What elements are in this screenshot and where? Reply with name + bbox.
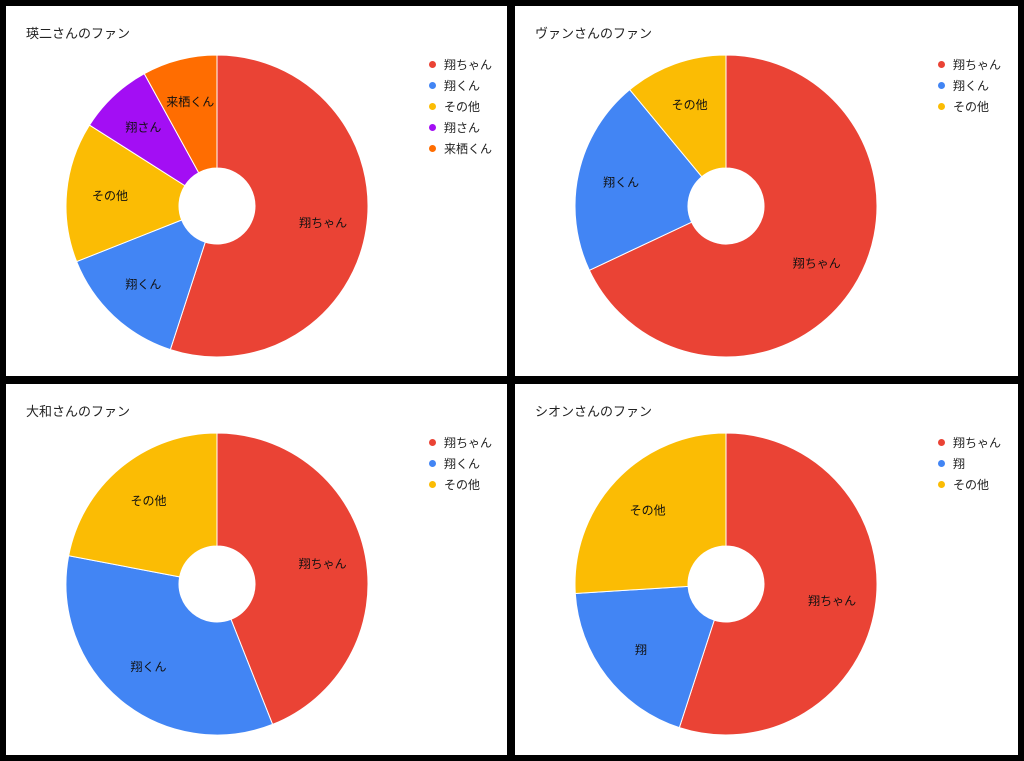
legend-label: 翔 — [953, 457, 966, 471]
legend-swatch — [429, 61, 436, 68]
legend-swatch — [938, 460, 945, 467]
legend-item: 翔ちゃん — [429, 432, 492, 453]
legend-item: その他 — [429, 96, 492, 117]
legend-item: 翔 — [938, 453, 1001, 474]
donut-slice — [629, 54, 727, 178]
chart-panel-van: ヴァンさんのファン 翔ちゃん 翔くん その他 翔ちゃん 翔くん その他 — [515, 6, 1018, 376]
legend-label: 翔くん — [444, 79, 481, 93]
donut-slice — [574, 585, 715, 729]
donut-slice — [588, 54, 878, 358]
slice-label: 翔ちゃん — [299, 557, 347, 571]
legend-swatch — [429, 460, 436, 467]
donut-slice — [143, 54, 218, 174]
slice-label: 翔くん — [130, 660, 166, 674]
slice-label: 翔 — [635, 643, 647, 657]
legend-label: その他 — [953, 478, 990, 492]
legend-item: 翔ちゃん — [938, 432, 1001, 453]
chart-title: シオンさんのファン — [535, 405, 653, 420]
legend-swatch — [938, 103, 945, 110]
donut-slice — [574, 88, 703, 271]
donut-slice — [65, 555, 274, 736]
legend-swatch — [429, 103, 436, 110]
legend-label: 来栖くん — [444, 142, 493, 156]
legend-label: 翔ちゃん — [953, 436, 1002, 450]
donut-slice — [574, 432, 727, 595]
donut-slice — [169, 54, 369, 358]
slice-label: 翔さん — [125, 121, 161, 135]
legend-swatch — [938, 61, 945, 68]
donut-chart: 翔ちゃん 翔くん その他 — [574, 54, 878, 358]
legend-item: その他 — [938, 474, 1001, 495]
legend-label: その他 — [444, 478, 481, 492]
chart-title: 大和さんのファン — [26, 405, 131, 420]
donut-slice — [65, 124, 186, 263]
legend-swatch — [429, 439, 436, 446]
chart-legend: 翔ちゃん翔くんその他翔さん来栖くん — [429, 54, 492, 159]
legend-swatch — [429, 481, 436, 488]
legend-label: その他 — [953, 100, 990, 114]
legend-swatch — [429, 145, 436, 152]
legend-label: 翔ちゃん — [444, 58, 493, 72]
legend-swatch — [429, 82, 436, 89]
slice-label: その他 — [92, 189, 128, 203]
legend-item: 翔くん — [429, 75, 492, 96]
chart-legend: 翔ちゃん翔その他 — [938, 432, 1001, 495]
slice-label: その他 — [672, 98, 708, 112]
chart-title: ヴァンさんのファン — [535, 27, 653, 42]
donut-slice — [75, 219, 206, 351]
slice-label: 来栖くん — [166, 94, 214, 109]
slice-label: 翔くん — [125, 277, 161, 291]
slice-label: 翔ちゃん — [808, 594, 856, 608]
legend-label: 翔くん — [444, 457, 481, 471]
legend-label: 翔ちゃん — [953, 58, 1002, 72]
slice-label: 翔くん — [603, 176, 639, 190]
legend-item: 翔ちゃん — [429, 54, 492, 75]
legend-label: 翔さん — [444, 121, 481, 135]
legend-item: 翔くん — [429, 453, 492, 474]
slice-label: その他 — [630, 503, 666, 517]
chart-panel-shion: シオンさんのファン 翔ちゃん翔その他 翔ちゃん翔その他 — [515, 384, 1018, 755]
slice-label: 翔ちゃん — [299, 216, 347, 230]
chart-legend: 翔ちゃん翔くんその他 — [938, 54, 1001, 117]
legend-item: 翔さん — [429, 117, 492, 138]
chart-legend: 翔ちゃん翔くんその他 — [429, 432, 492, 495]
legend-swatch — [938, 481, 945, 488]
slice-label: その他 — [130, 494, 166, 508]
legend-item: 翔ちゃん — [938, 54, 1001, 75]
chart-panel-eiji: 瑛二さんのファン 翔ちゃん 翔くん その他 翔さん 来栖くん 翔ちゃん 翔くん その他 翔さん… — [6, 6, 507, 376]
legend-item: 翔くん — [938, 75, 1001, 96]
legend-swatch — [938, 439, 945, 446]
chart-panel-yamato: 大和さんのファン 翔ちゃん 翔くん その他 翔ちゃん 翔くん その他 — [6, 384, 507, 755]
legend-item: その他 — [938, 96, 1001, 117]
donut-slice — [216, 432, 369, 726]
legend-swatch — [938, 82, 945, 89]
chart-title: 瑛二さんのファン — [26, 27, 131, 42]
legend-swatch — [429, 124, 436, 131]
slice-label: 翔ちゃん — [793, 257, 841, 271]
donut-slice — [68, 432, 218, 578]
legend-label: 翔くん — [953, 79, 990, 93]
legend-label: 翔ちゃん — [444, 436, 493, 450]
legend-label: その他 — [444, 100, 481, 114]
legend-item: その他 — [429, 474, 492, 495]
donut-slice — [678, 432, 878, 736]
legend-item: 来栖くん — [429, 138, 492, 159]
